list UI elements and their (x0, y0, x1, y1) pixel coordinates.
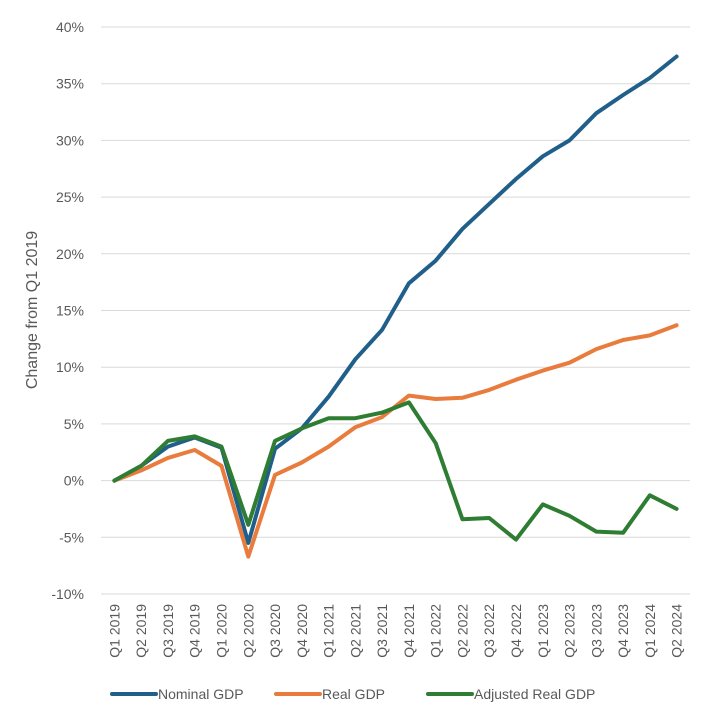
x-tick-label: Q3 2019 (160, 604, 176, 658)
x-tick-label: Q3 2020 (267, 604, 283, 658)
x-tick-label: Q2 2020 (240, 604, 256, 658)
x-tick-label: Q3 2021 (374, 604, 390, 658)
x-tick-label: Q1 2023 (535, 604, 551, 658)
x-tick-label: Q2 2023 (562, 604, 578, 658)
x-tick-label: Q3 2022 (481, 604, 497, 658)
legend-label-real-gdp: Real GDP (322, 686, 385, 702)
y-tick-label: 40% (56, 19, 84, 35)
y-tick-label: 30% (56, 132, 84, 148)
x-tick-label: Q4 2021 (401, 604, 417, 658)
y-axis-title: Change from Q1 2019 (24, 231, 41, 389)
x-tick-label: Q1 2022 (428, 604, 444, 658)
x-tick-label: Q1 2020 (213, 604, 229, 658)
y-axis-tick-labels: -10% -5% 0% 5% 10% 15% 20% 25% 30% 35% 40% (51, 19, 84, 602)
x-tick-label: Q1 2019 (106, 604, 122, 658)
x-tick-label: Q4 2019 (187, 604, 203, 658)
y-tick-label: -10% (51, 586, 84, 602)
y-tick-label: 10% (56, 359, 84, 375)
x-axis-tick-labels: Q1 2019 Q2 2019 Q3 2019 Q4 2019 Q1 2020 Q2 20… (106, 604, 684, 658)
series-line-adjusted-real-gdp (112, 400, 679, 542)
x-tick-label: Q2 2024 (669, 604, 685, 658)
y-tick-label: 5% (64, 416, 84, 432)
x-tick-label: Q2 2019 (133, 604, 149, 658)
legend-label-adjusted-real-gdp: Adjusted Real GDP (474, 686, 595, 702)
y-tick-label: -5% (59, 529, 84, 545)
x-tick-label: Q2 2022 (454, 604, 470, 658)
y-tick-label: 35% (56, 76, 84, 92)
y-tick-label: 0% (64, 473, 84, 489)
x-tick-label: Q1 2021 (321, 604, 337, 658)
x-tick-label: Q3 2023 (588, 604, 604, 658)
legend: Nominal GDP Real GDP Adjusted Real GDP (110, 686, 595, 702)
x-tick-label: Q4 2023 (615, 604, 631, 658)
x-tick-label: Q2 2021 (347, 604, 363, 658)
x-tick-label: Q4 2022 (508, 604, 524, 658)
legend-label-nominal-gdp: Nominal GDP (158, 686, 244, 702)
series-lines (112, 54, 679, 559)
y-tick-label: 20% (56, 246, 84, 262)
series-line-nominal-gdp (112, 54, 679, 545)
x-tick-label: Q1 2024 (642, 604, 658, 658)
x-tick-label: Q4 2020 (294, 604, 310, 658)
y-tick-label: 25% (56, 189, 84, 205)
y-tick-label: 15% (56, 303, 84, 319)
